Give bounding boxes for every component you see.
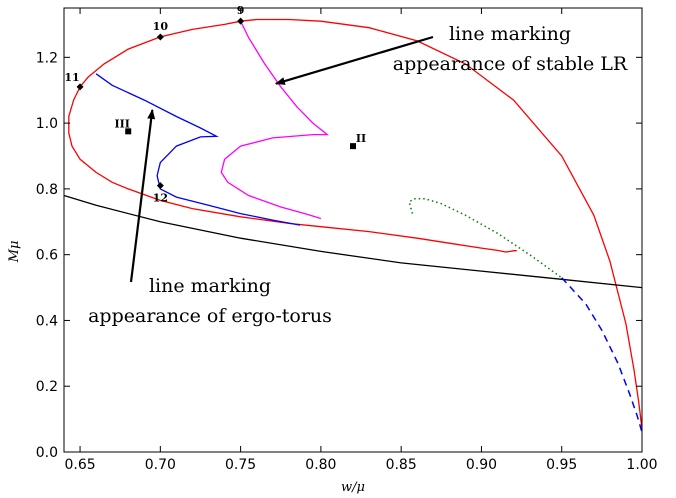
x-tick-label: 0.65 <box>64 457 95 473</box>
annotation-1-line-0: line marking <box>149 275 271 297</box>
point-marker-9 <box>237 17 245 25</box>
point-marker-III <box>125 128 132 135</box>
point-label: III <box>115 117 130 130</box>
y-tick-label: 0.2 <box>36 379 58 395</box>
axis-ticks: 0.65 0.70 0.75 0.80 0.85 0.90 0.95 1.00 0.0 0.2 0.… <box>36 8 658 473</box>
series-line-2 <box>95 73 301 226</box>
series-line-0 <box>68 18 643 430</box>
point-label: 9 <box>237 4 245 17</box>
plot-area <box>63 17 643 433</box>
x-axis-label: w/μ <box>341 480 365 495</box>
x-tick-label: 0.75 <box>225 457 256 473</box>
series-line-1 <box>63 194 643 289</box>
y-tick-label: 0.0 <box>36 445 58 461</box>
plot-frame <box>63 7 643 453</box>
point-marker-II <box>350 143 356 150</box>
series-line-5 <box>561 277 643 433</box>
point-label: 10 <box>153 20 169 33</box>
annotation-arrow-1 <box>129 108 156 283</box>
annotation-arrow-0 <box>274 35 434 85</box>
x-tick-label: 0.95 <box>546 457 577 473</box>
point-marker-12 <box>156 182 164 190</box>
x-tick-label: 0.70 <box>145 457 176 473</box>
y-axis-label: Mμ <box>7 240 22 263</box>
x-tick-label: 0.85 <box>386 457 417 473</box>
y-tick-label: 0.6 <box>36 248 58 264</box>
y-tick-label: 1.2 <box>36 50 58 66</box>
series-line-3 <box>220 20 330 220</box>
point-marker-10 <box>156 33 164 41</box>
point-label: II <box>356 132 366 145</box>
x-tick-label: 0.80 <box>305 457 336 473</box>
series-line-4 <box>408 198 563 279</box>
annotation-1-line-1: appearance of ergo-torus <box>88 305 332 327</box>
point-label: 11 <box>64 71 79 84</box>
annotation-0-line-1: appearance of stable LR <box>393 53 628 75</box>
y-tick-label: 0.4 <box>36 313 58 329</box>
y-tick-label: 0.8 <box>36 182 58 198</box>
point-label: 12 <box>153 192 168 205</box>
x-tick-label: 0.90 <box>466 457 497 473</box>
annotation-0-line-0: line marking <box>449 23 571 45</box>
x-tick-label: 1.00 <box>626 457 657 473</box>
point-marker-11 <box>76 83 84 91</box>
y-tick-label: 1.0 <box>36 116 58 132</box>
